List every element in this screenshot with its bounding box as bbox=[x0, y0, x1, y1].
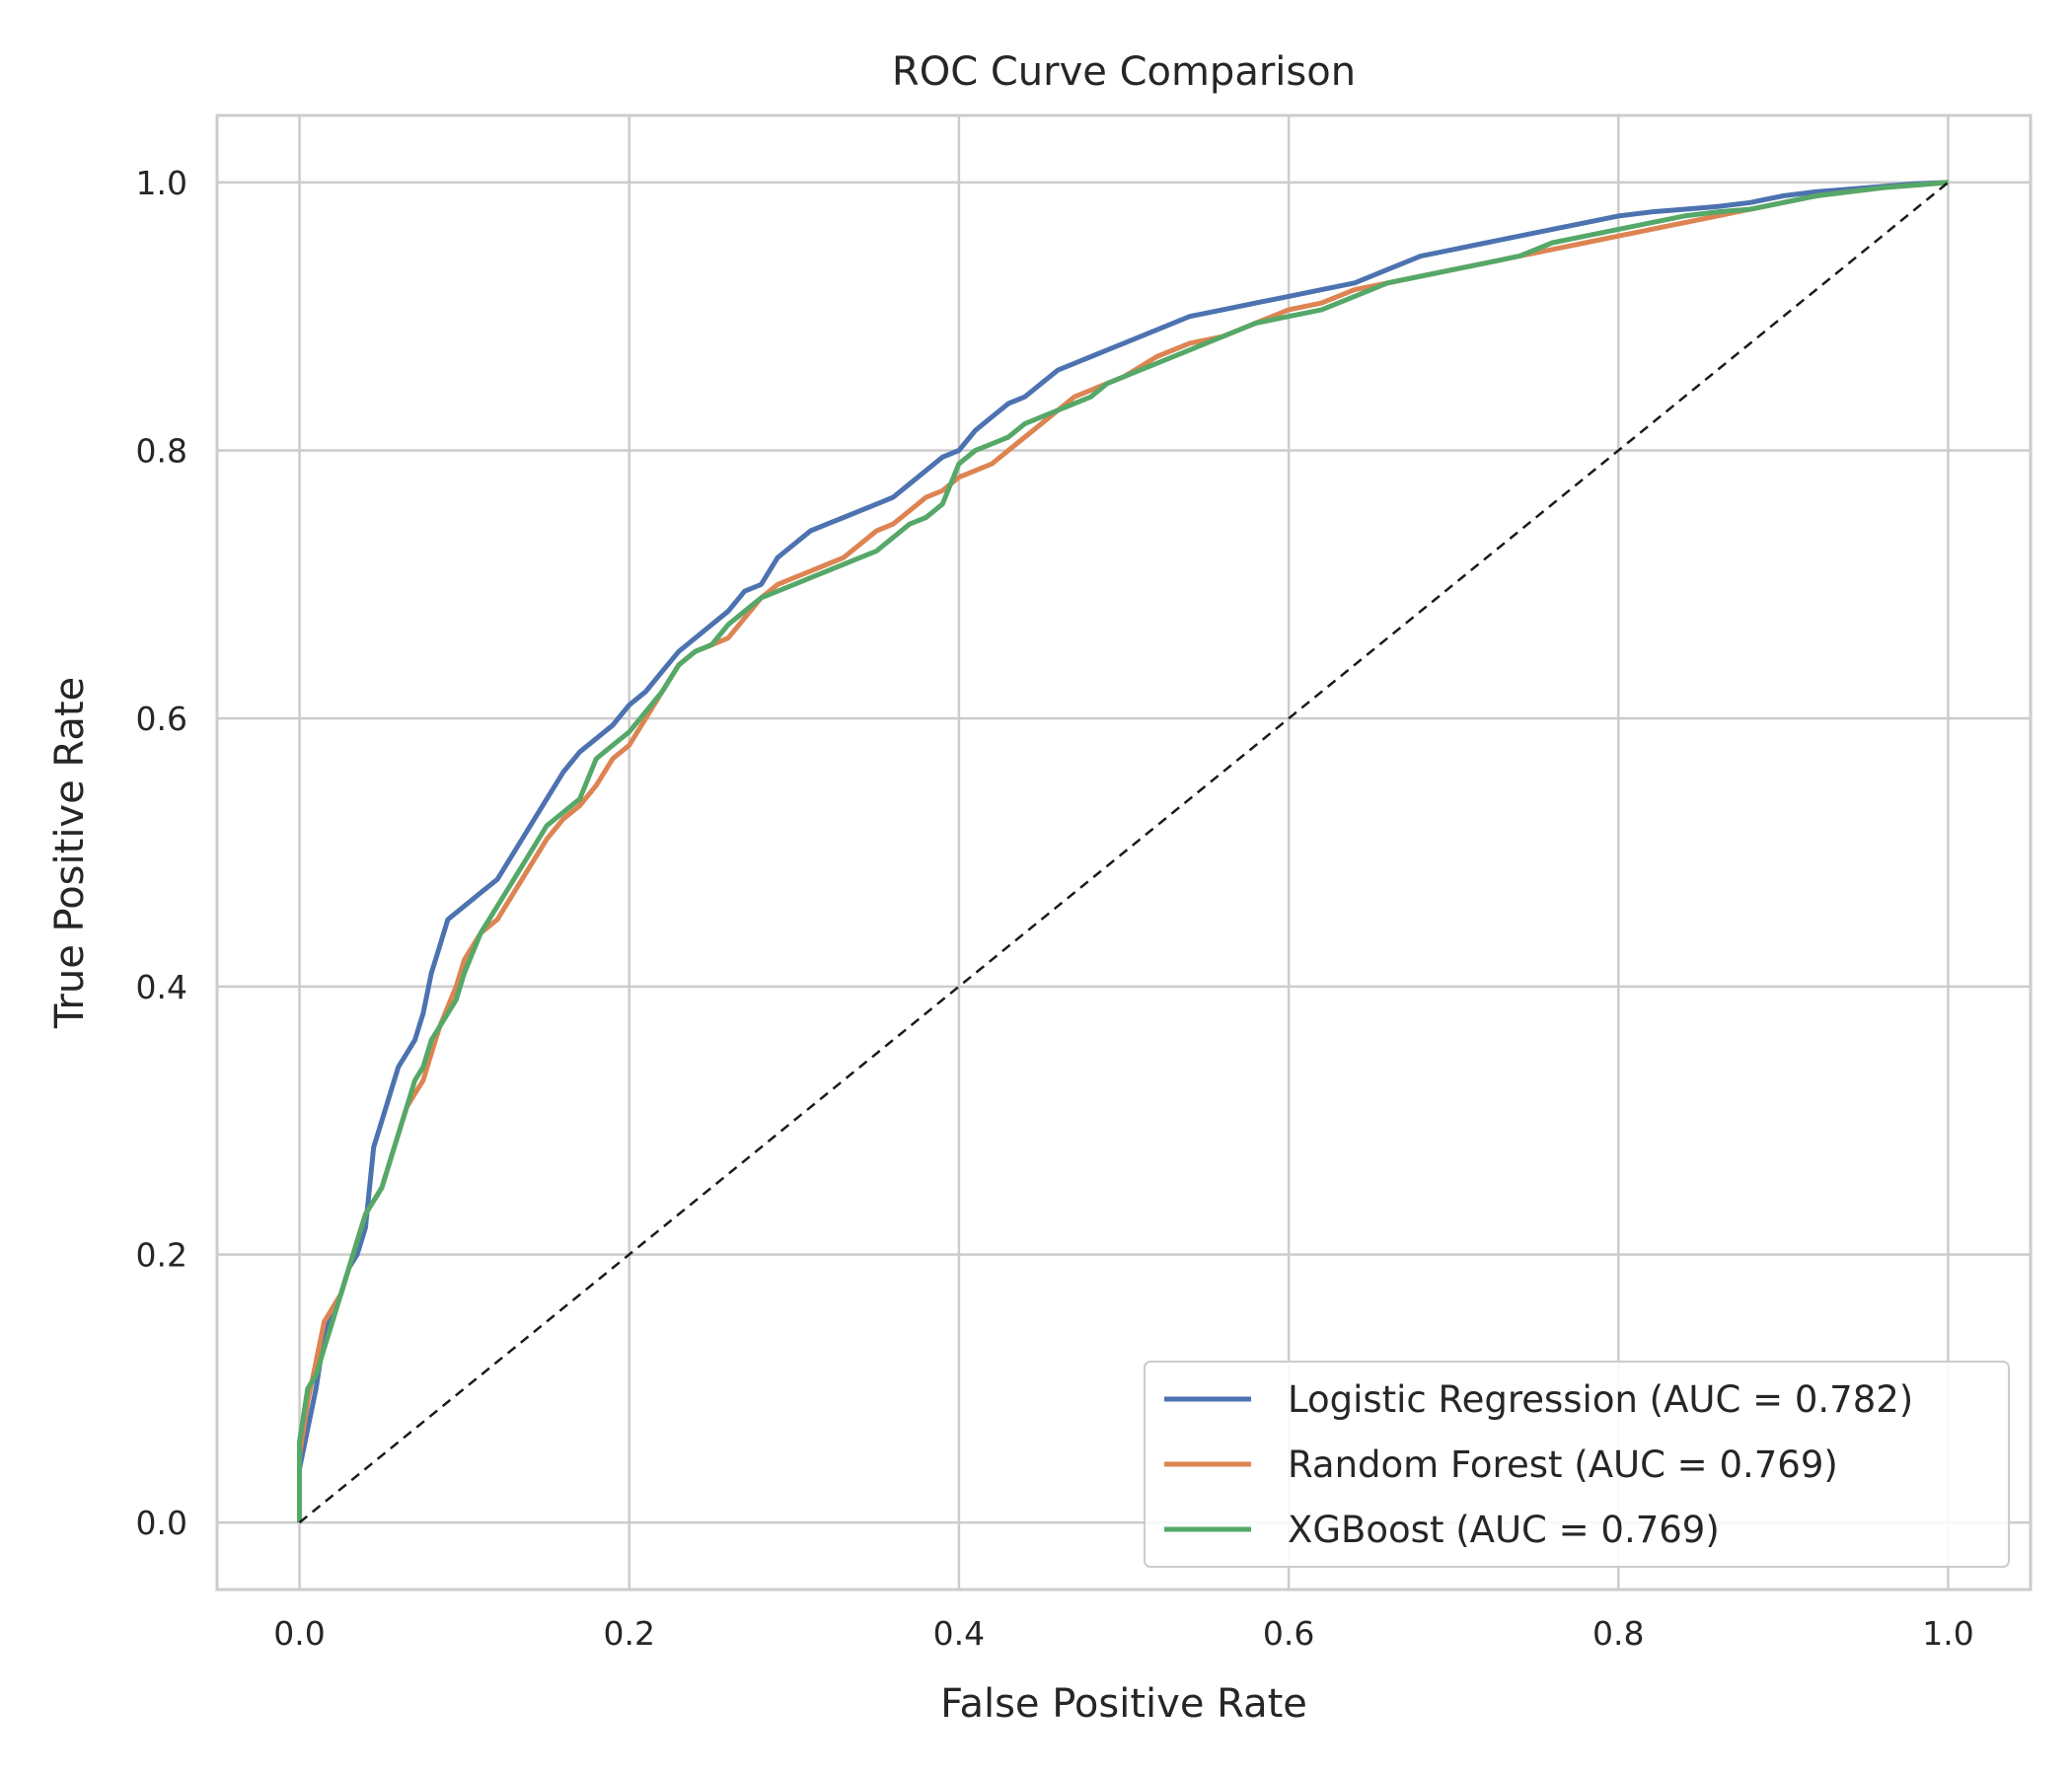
x-tick-label: 0.8 bbox=[1592, 1614, 1644, 1653]
plot-frame bbox=[215, 113, 2033, 1591]
series-lines bbox=[297, 180, 1950, 1524]
x-tick-label: 0.6 bbox=[1263, 1614, 1314, 1653]
y-tick-label: 1.0 bbox=[136, 164, 187, 202]
legend-label: Logistic Regression (AUC = 0.782) bbox=[1288, 1378, 1913, 1421]
x-tick-label: 0.0 bbox=[273, 1614, 325, 1653]
legend-label: XGBoost (AUC = 0.769) bbox=[1288, 1509, 1720, 1551]
chance-diagonal-line bbox=[298, 181, 1950, 1524]
x-tick-label: 1.0 bbox=[1922, 1614, 1973, 1653]
y-tick-label: 0.2 bbox=[136, 1235, 187, 1274]
y-tick-label: 0.4 bbox=[136, 968, 187, 1006]
y-tick-label: 0.0 bbox=[136, 1504, 187, 1542]
legend: Logistic Regression (AUC = 0.782) Random … bbox=[1144, 1361, 2010, 1568]
grid-lines bbox=[217, 115, 2031, 1590]
roc-line-2 bbox=[297, 180, 1949, 1523]
tick-labels: 0.0 0.2 0.4 0.6 0.8 1.0 0.0 0.2 0.4 0.6 0.8 1.0 bbox=[136, 164, 1974, 1653]
y-tick-label: 0.6 bbox=[136, 700, 187, 738]
roc-line-0 bbox=[297, 180, 1949, 1523]
y-tick-label: 0.8 bbox=[136, 432, 187, 471]
legend-label: Random Forest (AUC = 0.769) bbox=[1288, 1443, 1838, 1486]
legend-box bbox=[1144, 1361, 2010, 1568]
y-axis-label: True Positive Rate bbox=[47, 677, 93, 1029]
x-axis-label: False Positive Rate bbox=[940, 1681, 1307, 1727]
chart-title: ROC Curve Comparison bbox=[892, 49, 1356, 95]
x-tick-label: 0.2 bbox=[603, 1614, 654, 1653]
x-tick-label: 0.4 bbox=[933, 1614, 985, 1653]
